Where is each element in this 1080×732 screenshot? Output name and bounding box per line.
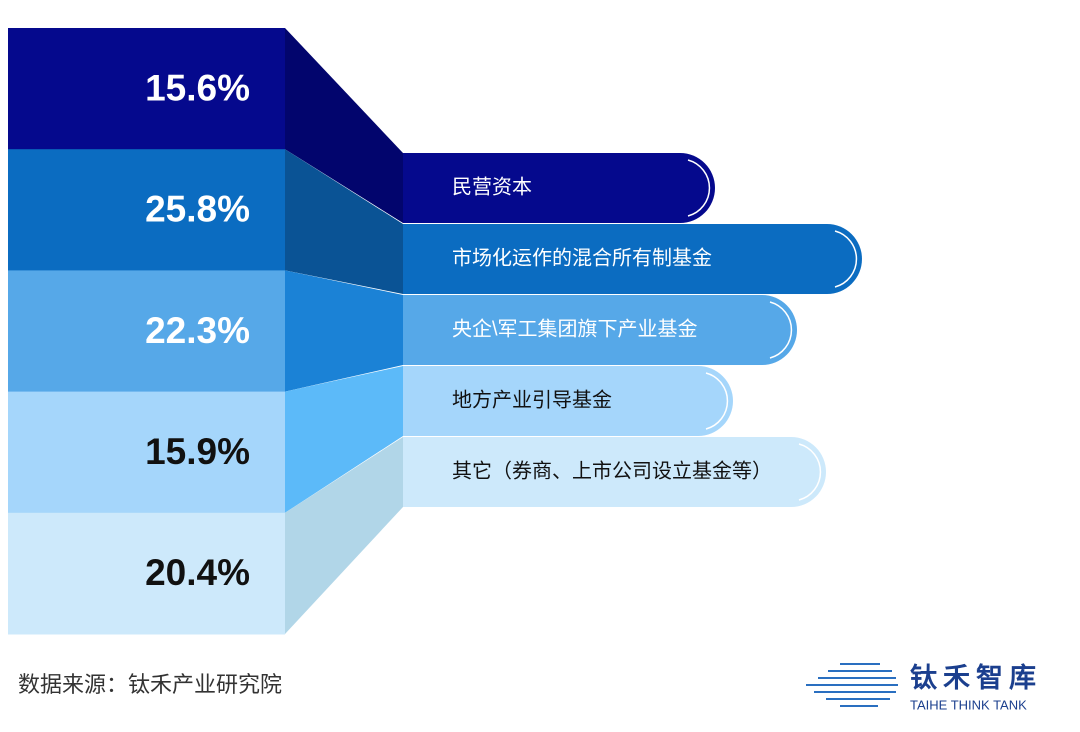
connector [285,28,403,223]
value-label: 15.9% [145,431,250,472]
category-pill [403,153,715,223]
logo-subtitle: TAIHE THINK TANK [910,697,1027,712]
category-pill [403,437,826,507]
pill-arc [687,159,711,217]
connector [285,270,403,392]
category-label: 民营资本 [452,175,532,198]
source-note: 数据来源：钛禾产业研究院 [18,672,282,697]
funnel-block [8,149,285,271]
category-label: 地方产业引导基金 [452,388,612,411]
value-label: 25.8% [145,189,250,230]
pill-arc [705,372,729,430]
funnel-block [8,270,285,393]
category-pill [403,295,797,365]
category-pill [403,224,862,294]
category-label: 其它（券商、上市公司设立基金等） [452,459,772,482]
funnel-block [8,391,285,514]
funnel-block [8,28,285,150]
connector [285,149,403,294]
category-pill [403,366,733,436]
pill-arc [798,443,822,501]
value-label: 15.6% [145,67,250,108]
funnel-block [8,512,285,635]
connector [285,437,403,634]
value-label: 20.4% [145,552,250,593]
connector [285,366,403,513]
logo-name: 钛禾智库 [910,663,1042,693]
category-label: 央企\军工集团旗下产业基金 [452,317,698,340]
value-label: 22.3% [145,310,250,351]
logo-lines [806,663,898,707]
category-label: 市场化运作的混合所有制基金 [452,246,712,269]
pill-arc [769,301,793,359]
pill-arc [834,230,858,288]
